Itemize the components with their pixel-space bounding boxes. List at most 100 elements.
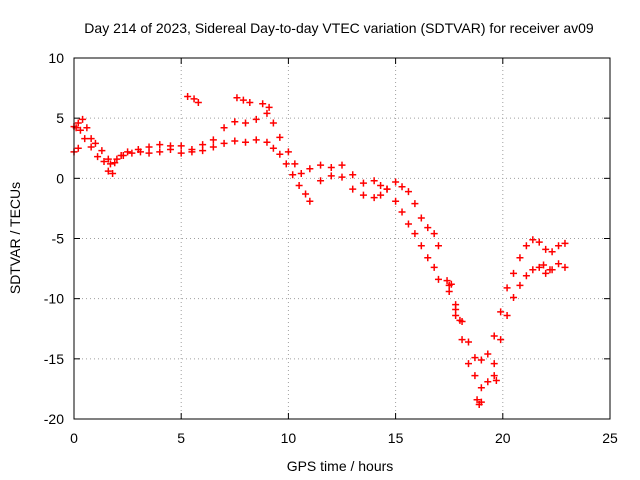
data-point: [490, 360, 498, 368]
data-point: [546, 266, 554, 274]
axis-ticks: [73, 57, 611, 420]
data-point: [220, 139, 228, 147]
data-point: [424, 224, 432, 232]
data-point: [473, 396, 481, 404]
chart-title: Day 214 of 2023, Sidereal Day-to-day VTE…: [84, 20, 594, 36]
data-point: [417, 242, 425, 250]
data-point: [510, 293, 518, 301]
data-point: [555, 260, 563, 268]
data-point: [317, 177, 325, 185]
data-point: [220, 124, 228, 132]
data-point: [98, 147, 106, 155]
series-lower-trace: [70, 135, 569, 392]
data-point: [535, 238, 543, 246]
data-point: [392, 178, 400, 186]
data-point: [404, 188, 412, 196]
data-point: [471, 354, 479, 362]
data-point: [529, 236, 537, 244]
y-axis-label: SDTVAR / TECUs: [7, 182, 23, 294]
data-point: [79, 115, 87, 123]
data-point: [490, 332, 498, 340]
data-point: [522, 272, 530, 280]
data-point: [184, 93, 192, 101]
x-tick-label: 25: [602, 430, 618, 446]
data-point: [555, 242, 563, 250]
data-point: [297, 170, 305, 178]
data-point: [497, 308, 505, 316]
data-point: [76, 126, 84, 134]
data-point: [188, 148, 196, 156]
x-tick-label: 15: [388, 430, 404, 446]
data-point: [233, 94, 241, 102]
data-point: [464, 338, 472, 346]
data-point: [156, 148, 164, 156]
data-point: [535, 263, 543, 271]
data-marks: [70, 93, 569, 409]
data-point: [417, 214, 425, 222]
data-point: [542, 269, 550, 277]
data-point: [87, 143, 95, 151]
data-point: [477, 398, 485, 406]
data-point: [452, 301, 460, 309]
data-point: [104, 167, 112, 175]
data-point: [317, 161, 325, 169]
data-point: [166, 145, 174, 153]
data-point: [510, 269, 518, 277]
data-point: [503, 312, 511, 320]
data-point: [74, 119, 82, 127]
data-point: [177, 149, 185, 157]
data-point: [561, 263, 569, 271]
data-point: [276, 133, 284, 141]
data-point: [349, 185, 357, 193]
y-tick-label: 5: [56, 110, 64, 126]
data-point: [276, 150, 284, 158]
data-point: [471, 372, 479, 380]
data-point: [136, 148, 144, 156]
data-point: [94, 153, 102, 161]
data-point: [242, 119, 250, 127]
data-point: [263, 109, 271, 117]
data-point: [477, 356, 485, 364]
data-point: [490, 372, 498, 380]
data-point: [404, 220, 412, 228]
x-tick-labels: 0 5 10 15 20 25: [70, 430, 618, 446]
data-point: [306, 165, 314, 173]
data-point: [377, 191, 385, 199]
data-point: [484, 378, 492, 386]
data-point: [252, 115, 260, 123]
data-point: [265, 103, 273, 111]
data-point: [443, 277, 451, 285]
data-point: [542, 245, 550, 253]
data-point: [145, 149, 153, 157]
data-point: [484, 350, 492, 358]
data-point: [239, 96, 247, 104]
series-isolated-segments: [72, 93, 554, 409]
data-point: [199, 147, 207, 155]
data-point: [497, 336, 505, 344]
data-point: [424, 254, 432, 262]
y-tick-label: -15: [44, 351, 64, 367]
data-point: [231, 137, 239, 145]
data-point: [295, 182, 303, 190]
x-tick-label: 20: [495, 430, 511, 446]
data-point: [338, 161, 346, 169]
data-point: [74, 144, 82, 152]
data-point: [411, 200, 419, 208]
data-point: [209, 136, 217, 144]
data-point: [109, 170, 117, 178]
data-point: [377, 182, 385, 190]
data-point: [282, 160, 290, 168]
data-point: [522, 242, 530, 250]
data-point: [100, 157, 108, 165]
data-point: [392, 197, 400, 205]
data-point: [516, 254, 524, 262]
data-point: [540, 261, 548, 269]
data-point: [477, 384, 485, 392]
data-point: [145, 143, 153, 151]
data-point: [452, 312, 460, 320]
data-point: [447, 280, 455, 288]
data-point: [516, 281, 524, 289]
x-tick-label: 5: [177, 430, 185, 446]
